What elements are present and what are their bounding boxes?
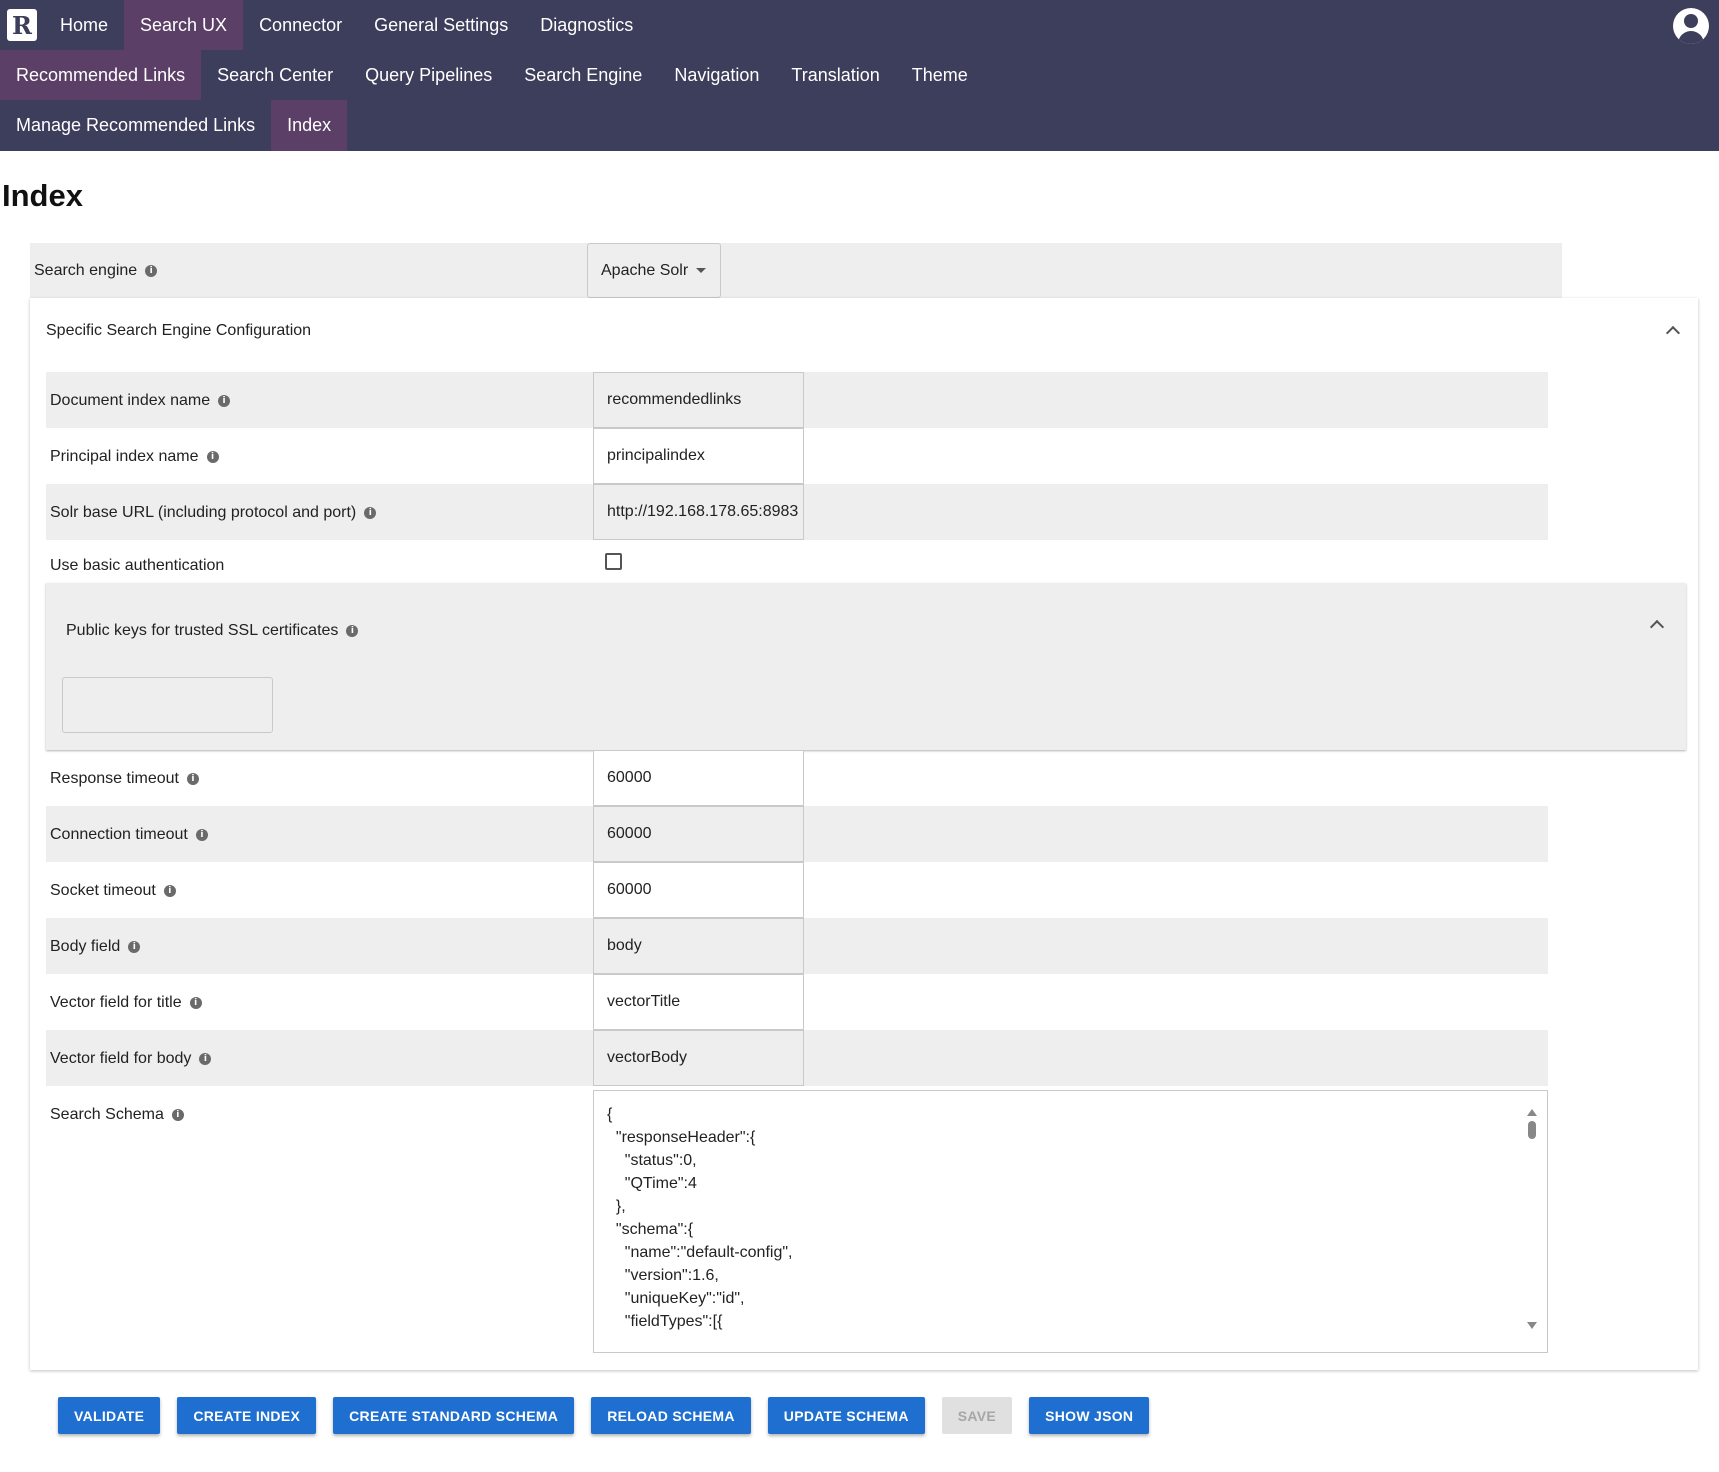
search-engine-row <box>30 243 1562 298</box>
connection-timeout-input[interactable]: 60000 <box>593 806 804 862</box>
nav-navigation[interactable]: Navigation <box>674 64 760 85</box>
nav-general-settings[interactable]: General Settings <box>374 14 509 35</box>
body-field-row <box>46 918 1548 974</box>
nav-row-main: R Home Search UX Connector General Setti… <box>0 0 1719 50</box>
logo-icon: R <box>7 9 37 41</box>
info-icon[interactable]: i <box>145 265 158 277</box>
top-navigation: R Home Search UX Connector General Setti… <box>0 0 1719 151</box>
user-account-icon[interactable] <box>1673 8 1709 44</box>
socket-timeout-label-text: Socket timeout <box>50 882 156 899</box>
panel-title: Specific Search Engine Configuration <box>46 322 312 339</box>
search-schema-label-text: Search Schema <box>50 1106 164 1123</box>
basic-auth-label-text: Use basic authentication <box>50 557 225 574</box>
nav-recommended-links[interactable]: Recommended Links <box>0 50 202 100</box>
nav-manage-recommended-links[interactable]: Manage Recommended Links <box>16 115 256 135</box>
document-index-input[interactable]: recommendedlinks <box>593 372 804 428</box>
scroll-up-icon[interactable] <box>1527 1109 1537 1116</box>
nav-diagnostics[interactable]: Diagnostics <box>540 14 634 35</box>
info-icon[interactable]: i <box>171 1109 184 1121</box>
show-json-button[interactable]: SHOW JSON <box>1029 1397 1150 1434</box>
search-engine-label: Search engine i <box>34 262 158 280</box>
connection-timeout-label-text: Connection timeout <box>50 826 188 843</box>
vector-body-label-text: Vector field for body <box>50 1050 192 1067</box>
info-icon[interactable]: i <box>218 395 231 407</box>
body-field-label-text: Body field <box>50 938 121 955</box>
socket-timeout-input[interactable]: 60000 <box>593 862 804 918</box>
vector-title-label-text: Vector field for title <box>50 994 182 1011</box>
update-schema-button[interactable]: UPDATE SCHEMA <box>767 1397 925 1434</box>
nav-row-recommended-links: Manage Recommended Links Index <box>0 100 1719 151</box>
connection-timeout-row <box>46 806 1548 862</box>
info-icon[interactable]: i <box>364 507 377 519</box>
nav-row-search-ux: Recommended Links Search Center Query Pi… <box>0 50 1719 100</box>
validate-button[interactable]: VALIDATE <box>58 1397 161 1434</box>
vector-body-label: Vector field for body i <box>50 1050 212 1068</box>
ssl-keys-panel <box>46 583 1686 750</box>
principal-index-input[interactable]: principalindex <box>593 428 804 484</box>
response-timeout-label: Response timeout i <box>50 770 199 788</box>
solr-url-input[interactable]: http://192.168.178.65:8983 <box>593 484 804 540</box>
vector-title-input[interactable]: vectorTitle <box>593 974 804 1030</box>
caret-down-icon <box>696 268 707 273</box>
document-index-label-text: Document index name <box>50 392 211 409</box>
vector-body-row <box>46 1030 1548 1086</box>
nav-theme[interactable]: Theme <box>911 64 968 85</box>
document-index-row <box>46 372 1548 428</box>
search-engine-label-text: Search engine <box>34 262 138 279</box>
schema-scrollbar[interactable] <box>1527 1109 1537 1329</box>
search-schema-textarea[interactable]: { "responseHeader":{ "status":0, "QTime"… <box>593 1090 1548 1353</box>
body-field-input[interactable]: body <box>593 918 804 974</box>
search-schema-label: Search Schema i <box>50 1106 184 1124</box>
nav-search-center[interactable]: Search Center <box>217 64 334 85</box>
connection-timeout-label: Connection timeout i <box>50 826 208 844</box>
save-button[interactable]: SAVE <box>941 1397 1013 1434</box>
body-field-label: Body field i <box>50 938 141 956</box>
response-timeout-input[interactable]: 60000 <box>593 750 804 806</box>
ssl-keys-label: Public keys for trusted SSL certificates… <box>66 622 359 640</box>
scroll-down-icon[interactable] <box>1527 1322 1537 1329</box>
basic-auth-checkbox[interactable] <box>605 553 622 570</box>
nav-search-ux[interactable]: Search UX <box>124 0 244 50</box>
info-icon[interactable]: i <box>206 451 219 463</box>
solr-url-label: Solr base URL (including protocol and po… <box>50 504 377 522</box>
vector-title-label: Vector field for title i <box>50 994 202 1012</box>
reload-schema-button[interactable]: RELOAD SCHEMA <box>591 1397 751 1434</box>
principal-index-label: Principal index name i <box>50 448 219 466</box>
socket-timeout-label: Socket timeout i <box>50 882 176 900</box>
nav-search-engine[interactable]: Search Engine <box>524 64 643 85</box>
scroll-thumb[interactable] <box>1528 1121 1536 1139</box>
info-icon[interactable]: i <box>195 829 208 841</box>
basic-auth-label: Use basic authentication <box>50 557 224 575</box>
document-index-label: Document index name i <box>50 392 231 410</box>
principal-index-label-text: Principal index name <box>50 448 199 465</box>
search-schema-text[interactable]: { "responseHeader":{ "status":0, "QTime"… <box>607 1106 793 1330</box>
action-buttons: VALIDATE CREATE INDEX CREATE STANDARD SC… <box>58 1397 1150 1434</box>
info-icon[interactable]: i <box>189 997 202 1009</box>
solr-url-label-text: Solr base URL (including protocol and po… <box>50 504 357 521</box>
app-logo[interactable]: R <box>0 0 44 50</box>
nav-translation[interactable]: Translation <box>791 64 880 85</box>
ssl-keys-label-text: Public keys for trusted SSL certificates <box>66 622 339 639</box>
vector-body-input[interactable]: vectorBody <box>593 1030 804 1086</box>
nav-home[interactable]: Home <box>60 14 109 35</box>
create-index-button[interactable]: CREATE INDEX <box>177 1397 317 1434</box>
search-engine-select[interactable]: Apache Solr <box>587 243 721 298</box>
page-title: Index <box>2 178 83 213</box>
create-standard-schema-button[interactable]: CREATE STANDARD SCHEMA <box>333 1397 575 1434</box>
info-icon[interactable]: i <box>163 885 176 897</box>
nav-connector[interactable]: Connector <box>259 14 343 35</box>
info-icon[interactable]: i <box>186 773 199 785</box>
ssl-keys-input[interactable] <box>62 677 273 733</box>
response-timeout-label-text: Response timeout <box>50 770 179 787</box>
logo-letter: R <box>12 10 32 40</box>
nav-index[interactable]: Index <box>271 100 348 151</box>
nav-query-pipelines[interactable]: Query Pipelines <box>365 64 493 85</box>
info-icon[interactable]: i <box>128 941 141 953</box>
search-engine-value: Apache Solr <box>601 261 689 279</box>
info-icon[interactable]: i <box>199 1053 212 1065</box>
solr-url-row <box>46 484 1548 540</box>
info-icon[interactable]: i <box>346 625 359 637</box>
